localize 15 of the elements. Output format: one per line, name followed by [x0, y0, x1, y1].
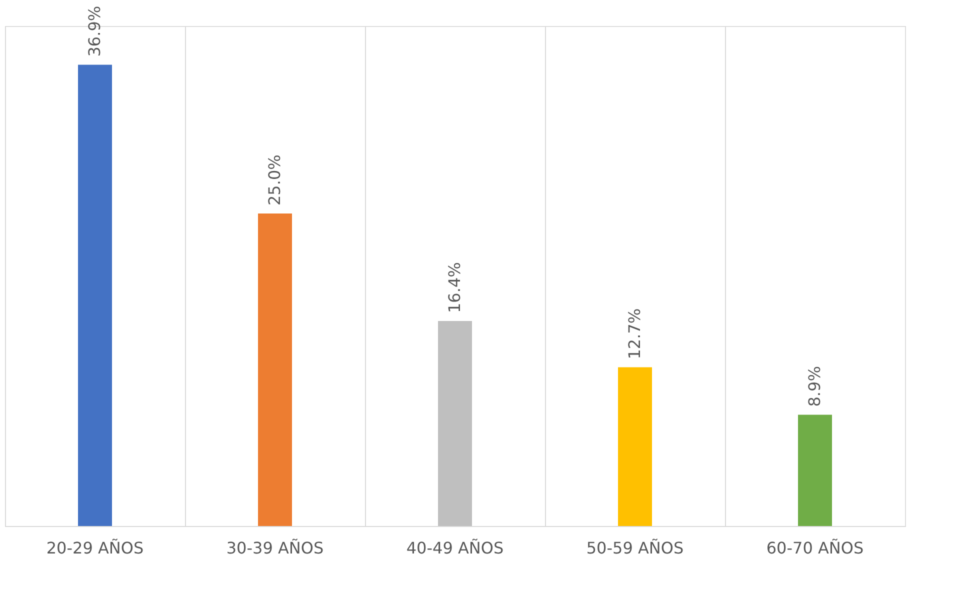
data-label: 12.7% — [625, 308, 644, 360]
x-tick-label: 60-70 AÑOS — [766, 538, 864, 558]
data-label: 8.9% — [805, 366, 824, 407]
bar — [618, 367, 652, 526]
x-tick-label: 40-49 AÑOS — [406, 538, 504, 558]
x-tick-label: 20-29 AÑOS — [46, 538, 144, 558]
bar — [78, 64, 112, 526]
bar — [798, 414, 832, 526]
data-label: 25.0% — [265, 154, 284, 206]
data-label: 36.9% — [85, 6, 104, 57]
data-label: 16.4% — [445, 262, 464, 313]
x-tick-label: 50-59 AÑOS — [586, 538, 684, 558]
bar — [258, 214, 292, 526]
x-tick-label: 30-39 AÑOS — [226, 538, 324, 558]
bar — [438, 321, 472, 526]
